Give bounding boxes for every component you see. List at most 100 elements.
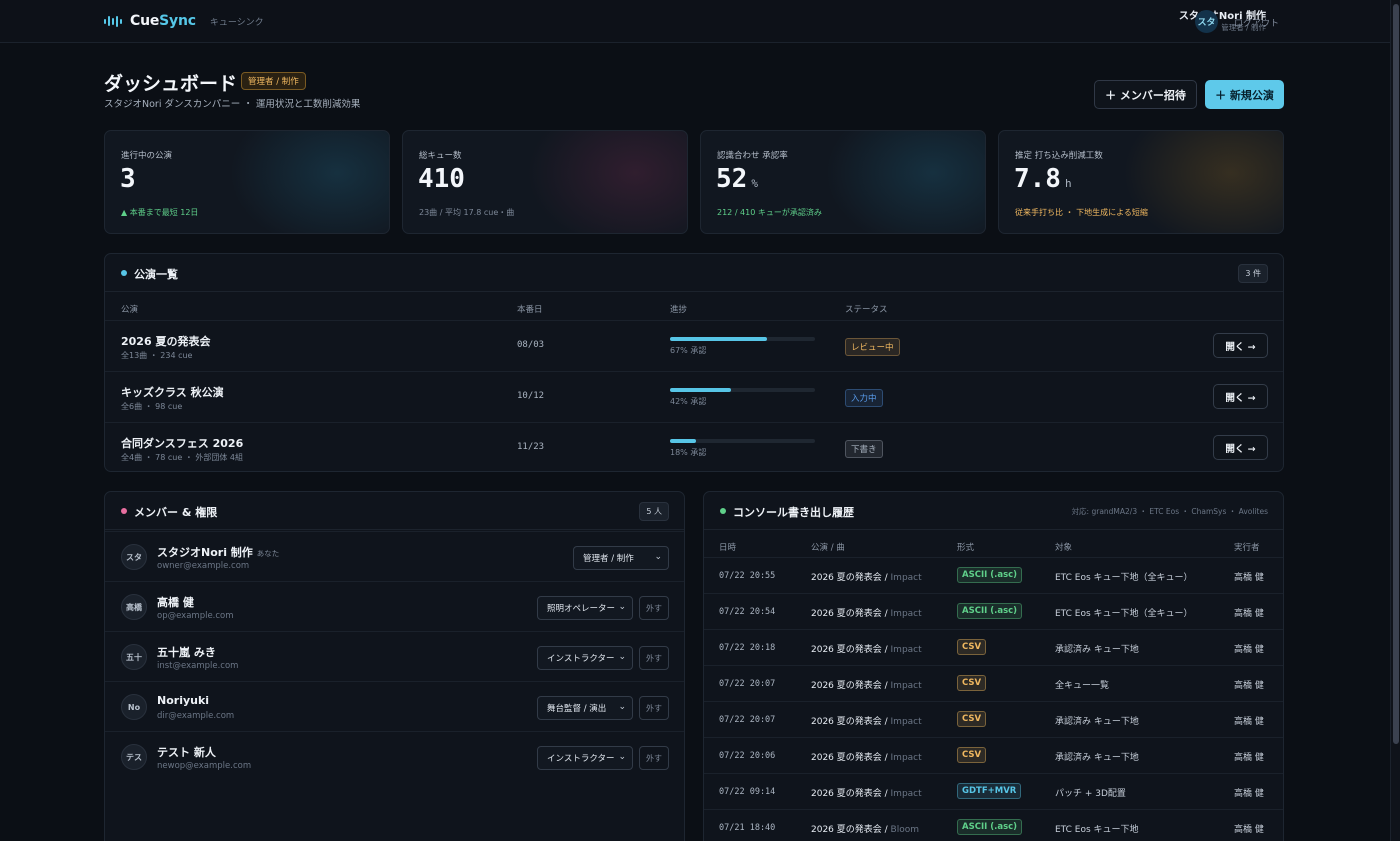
status-dot bbox=[720, 508, 726, 514]
brand-logo[interactable]: CueSync キューシンク bbox=[104, 13, 264, 29]
performance-meta: 全4曲 ・ 78 cue ・ 外部団体 4組 bbox=[121, 453, 244, 462]
format-badge: GDTF+MVR bbox=[957, 783, 1022, 799]
app-subtitle: キューシンク bbox=[209, 17, 264, 28]
progress-bar bbox=[670, 439, 815, 443]
scrollbar-thumb[interactable] bbox=[1393, 4, 1399, 744]
user-role: 管理者 / 制作 bbox=[1221, 23, 1266, 32]
invite-member-button[interactable]: ＋ メンバー招待 bbox=[1094, 80, 1197, 109]
remove-member-button[interactable]: 外す bbox=[639, 746, 669, 770]
table-row[interactable]: 合同ダンスフェス 2026 全4曲 ・ 78 cue ・ 外部団体 4組 11/23… bbox=[105, 422, 1283, 471]
export-show: 2026 夏の発表会 / Impact bbox=[811, 717, 922, 727]
page-title: ダッシュボード bbox=[104, 73, 238, 95]
member-name: スタジオNori 制作 あなた bbox=[157, 546, 280, 559]
status-badge: 下書き bbox=[845, 440, 883, 458]
export-user: 高橋 健 bbox=[1234, 573, 1264, 583]
card-glow bbox=[527, 131, 687, 233]
kpi-label: 推定 打ち込み削減工数 bbox=[1015, 151, 1103, 161]
table-row: 07/22 20:54 2026 夏の発表会 / Impact ASCII (.as… bbox=[704, 593, 1283, 629]
count-badge: 3 件 bbox=[1238, 264, 1268, 283]
logout-link[interactable]: ログアウト bbox=[1234, 19, 1280, 29]
role-select[interactable]: インストラクター ⌄ bbox=[537, 646, 633, 670]
export-target: 承認済み キュー下地 bbox=[1055, 717, 1139, 727]
scrollbar[interactable] bbox=[1390, 0, 1400, 841]
role-select[interactable]: 管理者 / 制作 ⌄ bbox=[573, 546, 669, 570]
top-bar: CueSync キューシンク スタジオNori 制作 管理者 / 制作 スタ ロ… bbox=[0, 0, 1390, 43]
waveform-icon bbox=[104, 14, 122, 28]
card-glow bbox=[825, 131, 985, 233]
table-row: 07/22 20:06 2026 夏の発表会 / Impact CSV 承認済み キュ… bbox=[704, 737, 1283, 773]
supported-consoles: 対応: grandMA2/3 ・ ETC Eos ・ ChamSys ・ Avo… bbox=[1071, 507, 1268, 516]
performance-date: 08/03 bbox=[517, 340, 545, 350]
open-button[interactable]: 開く → bbox=[1213, 333, 1268, 358]
performance-name: 2026 夏の発表会 bbox=[121, 335, 211, 348]
kpi-note: ▲ 本番まで最短 12日 bbox=[121, 208, 199, 217]
table-row[interactable]: キッズクラス 秋公演 全6曲 ・ 98 cue 10/12 42% 承認 入力中 開く → bbox=[105, 371, 1283, 422]
list-item: 五十 五十嵐 みき inst@example.com インストラクター ⌄ 外す bbox=[105, 631, 684, 681]
remove-member-button[interactable]: 外す bbox=[639, 596, 669, 620]
remove-member-button[interactable]: 外す bbox=[639, 646, 669, 670]
export-user: 高橋 健 bbox=[1234, 645, 1264, 655]
table-row: 07/22 20:18 2026 夏の発表会 / Impact CSV 承認済み キュ… bbox=[704, 629, 1283, 665]
column-header-date: 本番日 bbox=[517, 305, 543, 315]
avatar[interactable]: スタ bbox=[1195, 10, 1218, 33]
count-badge: 5 人 bbox=[639, 502, 669, 521]
open-button[interactable]: 開く → bbox=[1213, 384, 1268, 409]
app-name: CueSync bbox=[130, 13, 196, 29]
role-select[interactable]: 舞台監督 / 演出 ⌄ bbox=[537, 696, 633, 720]
list-item: テス テスト 新人 newop@example.com インストラクター ⌄ 外す bbox=[105, 731, 684, 781]
kpi-value: 3 bbox=[120, 164, 136, 194]
member-email: owner@example.com bbox=[157, 561, 250, 571]
column-header-status: ステータス bbox=[845, 305, 888, 315]
export-time: 07/22 20:55 bbox=[719, 571, 776, 581]
table-row: 07/22 20:07 2026 夏の発表会 / Impact CSV 承認済み キュ… bbox=[704, 701, 1283, 737]
kpi-value: 52% bbox=[716, 164, 758, 194]
card-glow bbox=[1123, 131, 1283, 233]
card-glow bbox=[229, 131, 389, 233]
export-target: 承認済み キュー下地 bbox=[1055, 645, 1139, 655]
export-show: 2026 夏の発表会 / Impact bbox=[811, 681, 922, 691]
list-item: No Noriyuki dir@example.com 舞台監督 / 演出 ⌄ 外す bbox=[105, 681, 684, 731]
column-header-name: 公演 bbox=[121, 305, 139, 315]
kpi-label: 総キュー数 bbox=[419, 151, 462, 161]
performances-panel: 公演一覧 3 件 公演 本番日 進捗 ステータス 2026 夏の発表会 全13曲 … bbox=[104, 253, 1284, 472]
new-performance-button[interactable]: ＋ 新規公演 bbox=[1205, 80, 1284, 109]
kpi-card: 進行中の公演 3 ▲ 本番まで最短 12日 bbox=[104, 130, 390, 234]
format-badge: ASCII (.asc) bbox=[957, 819, 1023, 835]
export-user: 高橋 健 bbox=[1234, 789, 1264, 799]
page-subtitle: スタジオNori ダンスカンパニー ・ 運用状況と工数削減効果 bbox=[104, 99, 361, 110]
exports-header: コンソール書き出し履歴 対応: grandMA2/3 ・ ETC Eos ・ C… bbox=[704, 492, 1283, 530]
progress-fill bbox=[670, 439, 697, 443]
table-row[interactable]: 2026 夏の発表会 全13曲 ・ 234 cue 08/03 67% 承認 レビュー中… bbox=[105, 320, 1283, 371]
export-time: 07/22 20:06 bbox=[719, 751, 776, 761]
member-name: テスト 新人 bbox=[157, 746, 216, 759]
members-panel: メンバー & 権限 5 人 スタ スタジオNori 制作 あなた owner@exam… bbox=[104, 491, 685, 841]
table-row: 07/22 20:07 2026 夏の発表会 / Impact CSV 全キュー一覧 高… bbox=[704, 665, 1283, 701]
export-time: 07/22 20:18 bbox=[719, 643, 776, 653]
column-header-user: 実行者 bbox=[1234, 543, 1260, 553]
kpi-card: 認識合わせ 承認率 52% 212 / 410 キューが承認済み bbox=[700, 130, 986, 234]
progress-fill bbox=[670, 337, 768, 341]
performance-name: 合同ダンスフェス 2026 bbox=[121, 437, 244, 450]
kpi-card: 総キュー数 410 23曲 / 平均 17.8 cue・曲 bbox=[402, 130, 688, 234]
member-name: 五十嵐 みき bbox=[157, 646, 216, 659]
status-badge: レビュー中 bbox=[845, 338, 900, 356]
user-name: スタジオNori 制作 bbox=[1178, 11, 1266, 22]
member-email: dir@example.com bbox=[157, 711, 235, 721]
column-header-format: 形式 bbox=[957, 543, 975, 553]
open-button[interactable]: 開く → bbox=[1213, 435, 1268, 460]
kpi-value: 410 bbox=[418, 164, 465, 194]
avatar: No bbox=[121, 694, 147, 720]
format-badge: ASCII (.asc) bbox=[957, 567, 1023, 583]
format-badge: CSV bbox=[957, 675, 987, 691]
export-time: 07/22 20:54 bbox=[719, 607, 776, 617]
remove-member-button[interactable]: 外す bbox=[639, 696, 669, 720]
progress-fill bbox=[670, 388, 731, 392]
export-target: ETC Eos キュー下地（全キュー） bbox=[1055, 609, 1193, 619]
performance-meta: 全13曲 ・ 234 cue bbox=[121, 351, 193, 360]
kpi-note: 212 / 410 キューが承認済み bbox=[717, 208, 822, 217]
role-select[interactable]: インストラクター ⌄ bbox=[537, 746, 633, 770]
role-select[interactable]: 照明オペレーター ⌄ bbox=[537, 596, 633, 620]
export-target: パッチ + 3D配置 bbox=[1055, 789, 1126, 799]
export-time: 07/22 09:14 bbox=[719, 787, 776, 797]
format-badge: CSV bbox=[957, 639, 987, 655]
